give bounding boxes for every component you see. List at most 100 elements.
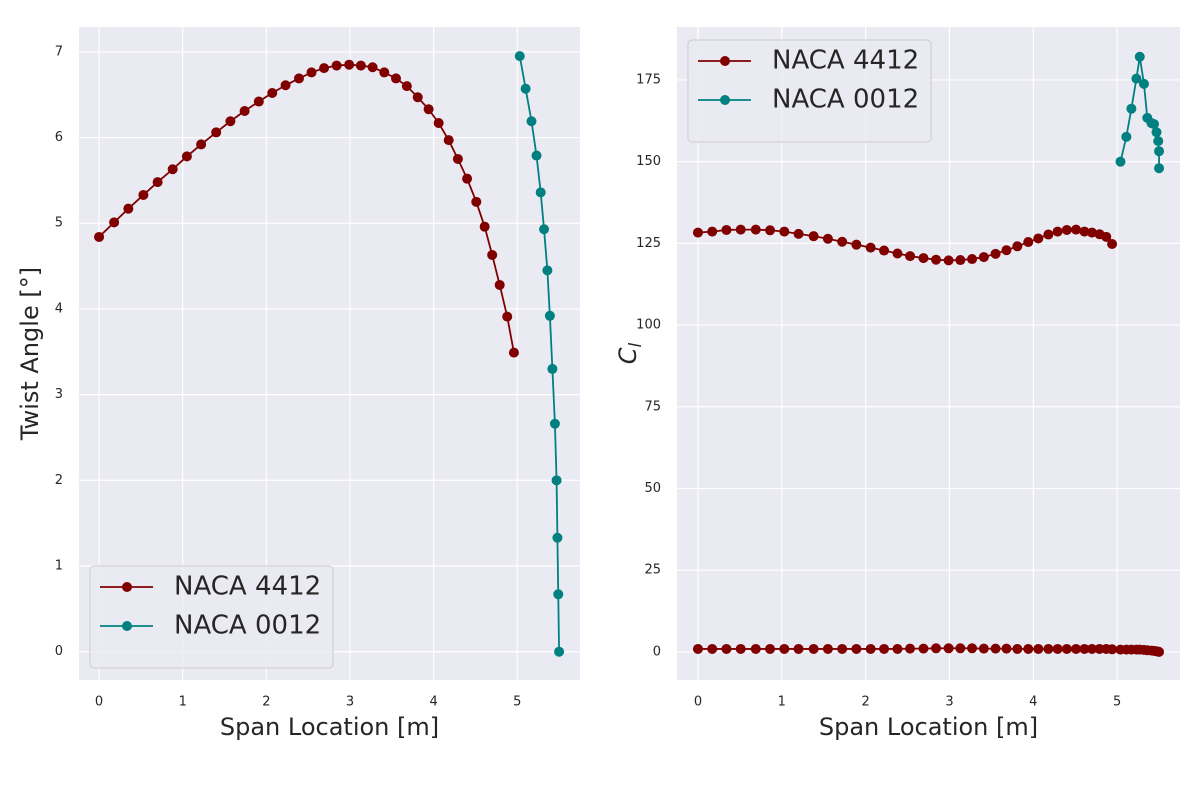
data-point <box>943 643 954 654</box>
data-point <box>931 643 942 654</box>
data-point <box>793 228 804 239</box>
data-point <box>508 347 519 358</box>
data-point <box>721 224 732 235</box>
data-point <box>526 116 537 127</box>
data-point <box>892 643 903 654</box>
x-tick-label: 5 <box>513 695 521 710</box>
data-point <box>967 254 978 265</box>
data-point <box>443 135 454 146</box>
data-point <box>721 643 732 654</box>
data-point <box>542 265 553 276</box>
y-tick-label: 0 <box>55 644 63 659</box>
x-tick-label: 5 <box>1113 695 1121 710</box>
data-point <box>990 643 1001 654</box>
x-tick-label: 3 <box>346 695 354 710</box>
data-point <box>152 177 163 188</box>
data-point <box>1033 233 1044 244</box>
y-tick-label: 75 <box>644 399 661 414</box>
data-point <box>1126 103 1137 114</box>
legend-box <box>687 39 932 143</box>
data-point <box>1138 78 1149 89</box>
data-point <box>955 643 966 654</box>
data-point <box>1107 239 1118 250</box>
data-point <box>905 643 916 654</box>
data-point <box>412 92 423 103</box>
data-point <box>735 643 746 654</box>
data-point <box>306 67 317 78</box>
data-point <box>433 117 444 128</box>
legend-label: NACA 0012 <box>772 85 919 115</box>
y-axis-label: Cl <box>614 342 646 364</box>
data-point <box>1101 231 1112 242</box>
y-tick-label: 150 <box>636 154 661 169</box>
data-point <box>735 224 746 235</box>
y-tick-label: 3 <box>55 387 63 402</box>
x-tick-label: 0 <box>95 695 103 710</box>
x-tick-label: 0 <box>694 695 702 710</box>
data-point <box>1023 643 1034 654</box>
data-point <box>1079 643 1090 654</box>
data-point <box>851 643 862 654</box>
data-point <box>319 63 330 74</box>
data-point <box>167 164 178 175</box>
data-point <box>181 151 192 162</box>
data-point <box>918 253 929 264</box>
data-point <box>367 62 378 73</box>
data-point <box>1071 643 1082 654</box>
data-point <box>1001 643 1012 654</box>
data-point <box>750 643 761 654</box>
data-point <box>967 643 978 654</box>
data-point <box>837 643 848 654</box>
data-point <box>253 96 264 107</box>
data-point <box>808 643 819 654</box>
series-line <box>518 55 560 652</box>
data-point <box>123 203 134 214</box>
data-point <box>892 248 903 259</box>
data-point <box>331 60 342 71</box>
data-point <box>502 311 513 322</box>
data-point <box>1086 643 1097 654</box>
data-point <box>553 589 564 600</box>
data-point <box>267 87 278 98</box>
legend-label: NACA 4412 <box>772 46 919 76</box>
data-point <box>379 67 390 78</box>
x-tick-label: 4 <box>1029 695 1037 710</box>
data-point <box>1061 224 1072 235</box>
data-point <box>990 248 1001 259</box>
y-tick-label: 7 <box>55 44 63 59</box>
data-point <box>1115 156 1126 167</box>
data-point <box>822 643 833 654</box>
data-point <box>494 279 505 290</box>
y-tick-label: 125 <box>636 236 661 251</box>
data-point <box>692 227 703 238</box>
y-tick-label: 50 <box>644 481 661 496</box>
x-tick-label: 1 <box>778 695 786 710</box>
data-point <box>539 224 550 235</box>
data-point <box>549 418 560 429</box>
data-point <box>905 251 916 262</box>
data-point <box>479 221 490 232</box>
data-point <box>1134 51 1145 62</box>
data-point <box>344 59 355 70</box>
legend-marker <box>122 582 132 592</box>
y-tick-label: 2 <box>55 473 63 488</box>
y-axis-label-subscript: l <box>626 342 646 347</box>
data-point <box>1153 136 1164 147</box>
data-point <box>779 643 790 654</box>
data-point <box>487 249 498 260</box>
data-point <box>401 81 412 92</box>
data-point <box>225 116 236 127</box>
data-point <box>931 254 942 265</box>
data-point <box>1149 119 1160 130</box>
x-tick-label: 2 <box>262 695 270 710</box>
data-point <box>978 252 989 263</box>
data-point <box>943 255 954 266</box>
data-point <box>822 233 833 244</box>
y-axis-label: Twist Angle [°] <box>16 267 44 441</box>
data-point <box>514 51 525 62</box>
data-point <box>865 643 876 654</box>
data-point <box>793 643 804 654</box>
y-tick-label: 100 <box>636 318 661 333</box>
y-axis-label-main: C <box>614 347 642 364</box>
data-point <box>955 255 966 266</box>
